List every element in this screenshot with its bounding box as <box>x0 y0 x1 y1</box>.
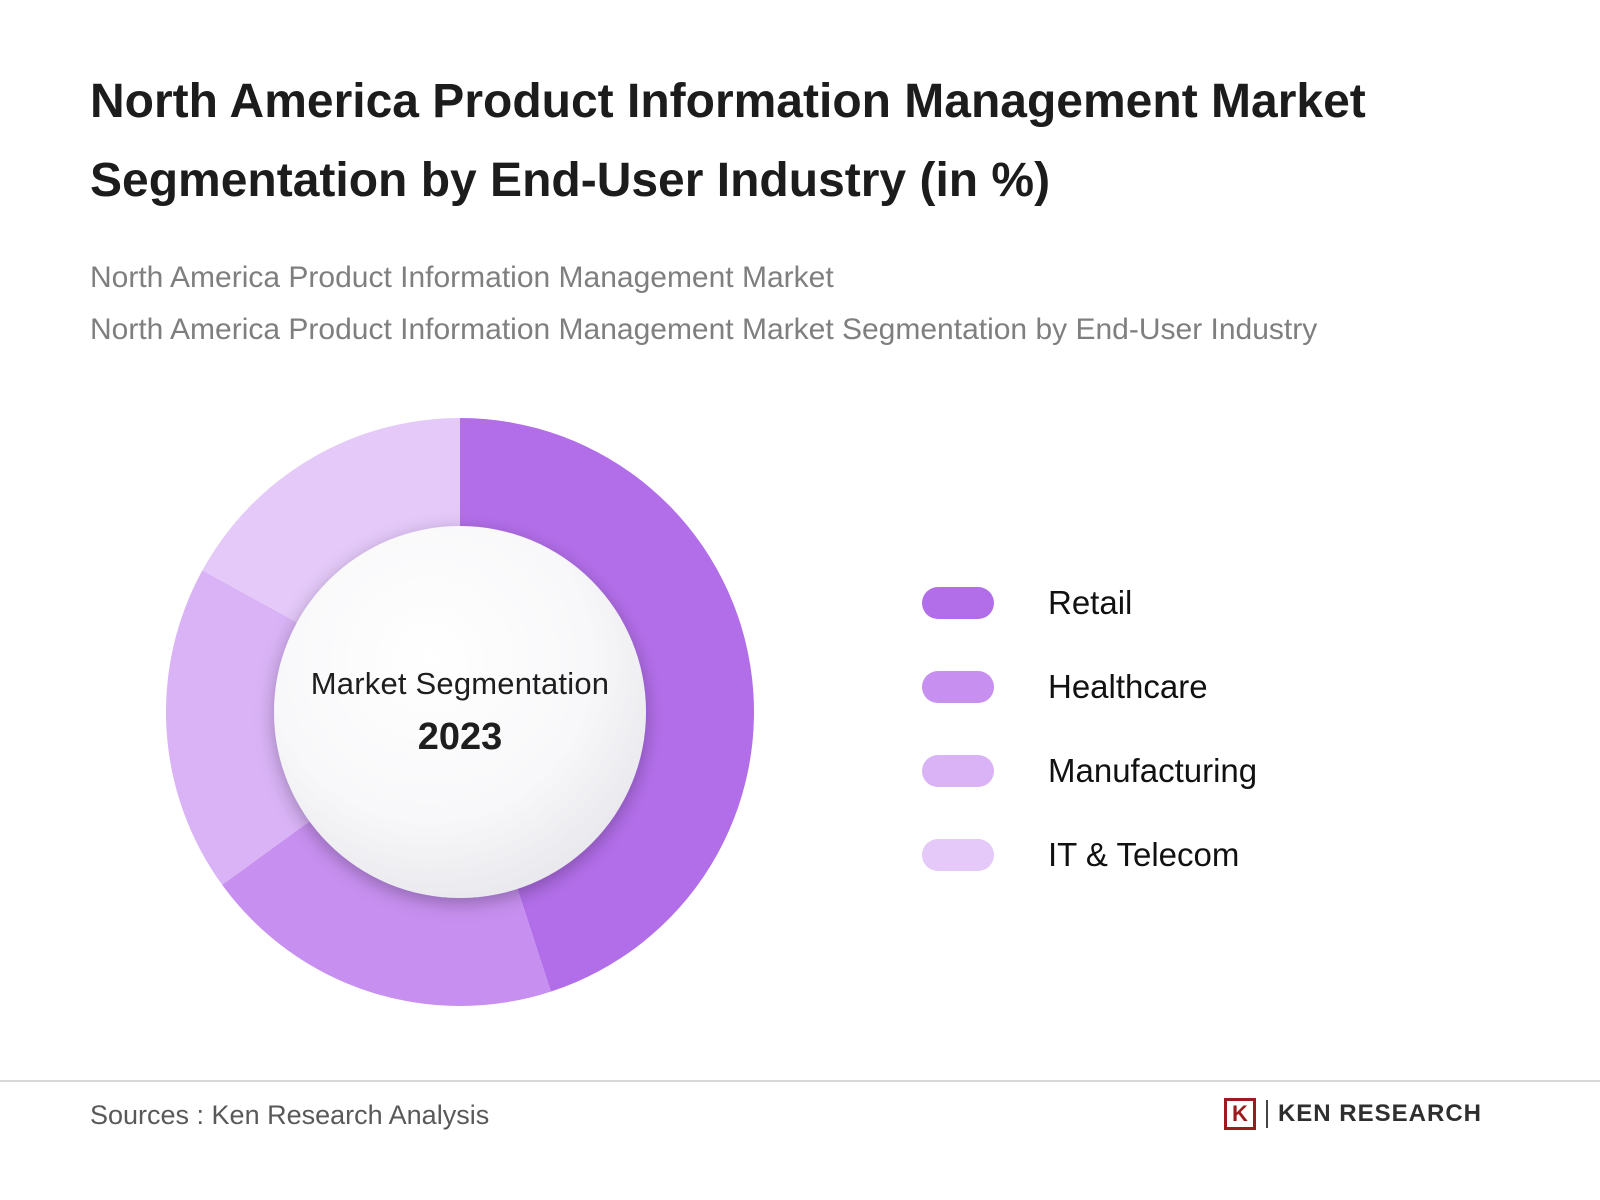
source-text: Sources : Ken Research Analysis <box>90 1100 490 1130</box>
legend-label-it-telecom: IT & Telecom <box>1048 836 1240 873</box>
logo-divider <box>1265 1100 1268 1128</box>
chart-legend: Retail Healthcare Manufacturing IT & Teleco… <box>922 584 1258 873</box>
donut-chart-area: Market Segmentation 2023 <box>140 392 780 1032</box>
legend-label-manufacturing: Manufacturing <box>1048 752 1258 789</box>
legend-item-it-telecom: IT & Telecom <box>922 836 1257 873</box>
donut-chart <box>166 418 754 1006</box>
donut-center-circle <box>274 526 646 898</box>
subtitle-line-1: North America Product Information Manage… <box>90 261 834 294</box>
legend-swatch-it-telecom <box>922 839 994 871</box>
legend-item-manufacturing: Manufacturing <box>922 752 1258 789</box>
footer-divider <box>0 1080 1600 1082</box>
logo-text: KEN RESEARCH <box>1277 1100 1482 1127</box>
logo-k-icon: K <box>1223 1098 1256 1130</box>
chart-subtitle: North America Product Information Manage… <box>90 252 1435 356</box>
legend-swatch-healthcare <box>922 671 994 703</box>
legend-label-healthcare: Healthcare <box>1048 668 1208 705</box>
ken-research-logo: K KEN RESEARCH <box>1223 1098 1482 1130</box>
subtitle-line-2: North America Product Information Manage… <box>90 312 1318 346</box>
legend-label-retail: Retail <box>1048 584 1133 621</box>
legend-swatch-manufacturing <box>922 755 994 787</box>
page-title: North America Product Information Manage… <box>90 75 1366 208</box>
legend-item-healthcare: Healthcare <box>922 668 1257 705</box>
legend-swatch-retail <box>922 587 994 619</box>
legend-item-retail: Retail <box>922 584 1257 621</box>
